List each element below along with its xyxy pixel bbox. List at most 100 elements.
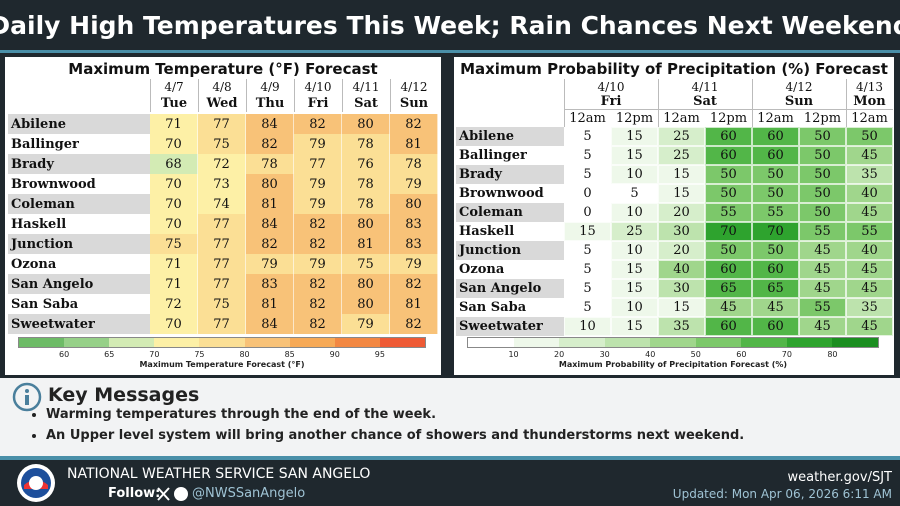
precipitation-cell: 45 [846, 203, 893, 222]
column-divider [390, 79, 391, 112]
footer-rule [0, 456, 900, 460]
city: Ozona [8, 254, 150, 274]
temperature-cell: 78 [342, 174, 390, 194]
website[interactable]: weather.gov/SJT [787, 470, 892, 485]
office: NATIONAL WEATHER SERVICE SAN ANGELO [67, 466, 371, 482]
temperature-cell: 79 [294, 254, 342, 274]
precipitation-cell: 45 [799, 317, 846, 336]
temperature-cell: 77 [198, 314, 246, 334]
precipitation-cell: 60 [705, 260, 752, 279]
precipitation-cell: 50 [799, 165, 846, 184]
colorbar-tick-label: 85 [284, 349, 295, 359]
date-label: 4/13 [856, 79, 883, 94]
temperature-cell: 78 [390, 154, 438, 174]
temperature-cell: 83 [390, 234, 438, 254]
key-message: Warming temperatures through the end of … [46, 404, 744, 425]
precipitation-cell: 55 [799, 298, 846, 317]
temperature-cell: 79 [390, 174, 438, 194]
column-divider [564, 79, 565, 127]
date-label: 4/8 [212, 80, 232, 94]
colorbar-tick-label: 60 [59, 349, 70, 359]
city: Junction [456, 241, 564, 260]
colorbar-swatch [109, 338, 155, 347]
precipitation-cell: 45 [752, 298, 799, 317]
city: Abilene [8, 114, 150, 134]
day-label: Sun [399, 96, 429, 111]
precipitation-cell: 55 [846, 222, 893, 241]
time-label: 12pm [803, 110, 842, 126]
temperature-cell: 80 [342, 214, 390, 234]
temperature-cell: 81 [390, 294, 438, 314]
date-label: 4/12 [785, 79, 813, 94]
city: Brownwood [456, 184, 564, 203]
time-label: 12am [851, 110, 888, 126]
column-divider [342, 79, 343, 112]
precipitation-panel: Maximum Probability of Precipitation (%)… [454, 57, 894, 375]
city: Ballinger [456, 146, 564, 165]
precipitation-cell: 50 [752, 184, 799, 203]
colorbar-tick-label: 75 [194, 349, 205, 359]
temperature-cell: 78 [342, 194, 390, 214]
date-label: 4/10 [597, 79, 625, 94]
precipitation-cell: 5 [564, 241, 611, 260]
temperature-panel: Maximum Temperature (°F) Forecast 4/7 Tue 4… [5, 57, 441, 375]
city: Junction [8, 234, 150, 254]
colorbar-swatch [154, 338, 200, 347]
precipitation-cell: 60 [752, 127, 799, 146]
day-label: Tue [160, 96, 188, 111]
temperature-cell: 74 [198, 194, 246, 214]
city: Brady [456, 165, 564, 184]
column-divider [752, 79, 753, 127]
precipitation-cell: 15 [564, 222, 611, 241]
precipitation-cell: 40 [846, 241, 893, 260]
city: Brady [8, 154, 150, 174]
colorbar-swatch [64, 338, 110, 347]
colorbar-tick-label: 95 [374, 349, 385, 359]
city: Abilene [456, 127, 564, 146]
precipitation-cell: 15 [658, 184, 705, 203]
temperature-cell: 72 [198, 154, 246, 174]
precipitation-cell: 40 [658, 260, 705, 279]
precipitation-cell: 55 [799, 222, 846, 241]
temperature-cell: 82 [294, 114, 342, 134]
colorbar-label: Maximum Probability of Precipitation For… [558, 360, 788, 369]
temperature-cell: 81 [246, 194, 294, 214]
precipitation-cell: 60 [752, 260, 799, 279]
day-label: Fri [307, 96, 329, 111]
precipitation-cell: 50 [799, 203, 846, 222]
precipitation-cell: 45 [846, 146, 893, 165]
temperature-cell: 73 [198, 174, 246, 194]
temperature-cell: 82 [246, 134, 294, 154]
time-label: 12am [757, 110, 794, 126]
temperature-cell: 80 [246, 174, 294, 194]
column-divider [846, 79, 847, 127]
temperature-cell: 77 [198, 214, 246, 234]
temperature-cell: 84 [246, 314, 294, 334]
colorbar-swatch [513, 338, 560, 347]
colorbar-swatch [695, 338, 742, 347]
precipitation-cell: 70 [752, 222, 799, 241]
info-icon [12, 382, 42, 412]
temperature-cell: 68 [150, 154, 198, 174]
precipitation-cell: 50 [799, 127, 846, 146]
city: San Saba [456, 298, 564, 317]
precipitation-cell: 5 [564, 127, 611, 146]
city: Haskell [8, 214, 150, 234]
city: Sweetwater [8, 314, 150, 334]
city: Brownwood [8, 174, 150, 194]
time-label: 12am [569, 110, 606, 126]
temperature-cell: 79 [390, 254, 438, 274]
key-title: Key Messages [48, 384, 200, 406]
column-divider [294, 79, 295, 112]
temperature-cell: 84 [246, 214, 294, 234]
date-label: 4/10 [304, 80, 332, 94]
temperature-cell: 80 [342, 274, 390, 294]
colorbar-swatch [289, 338, 336, 347]
colorbar-tick-label: 65 [104, 349, 115, 359]
date-label: 4/7 [164, 80, 184, 94]
colorbar-tick-label: 40 [645, 349, 656, 359]
social-icons[interactable] [157, 486, 189, 502]
colorbar-frame [467, 337, 879, 348]
handle[interactable]: @NWSSanAngelo [192, 486, 306, 501]
updated: Updated: Mon Apr 06, 2026 6:11 AM [672, 487, 892, 501]
